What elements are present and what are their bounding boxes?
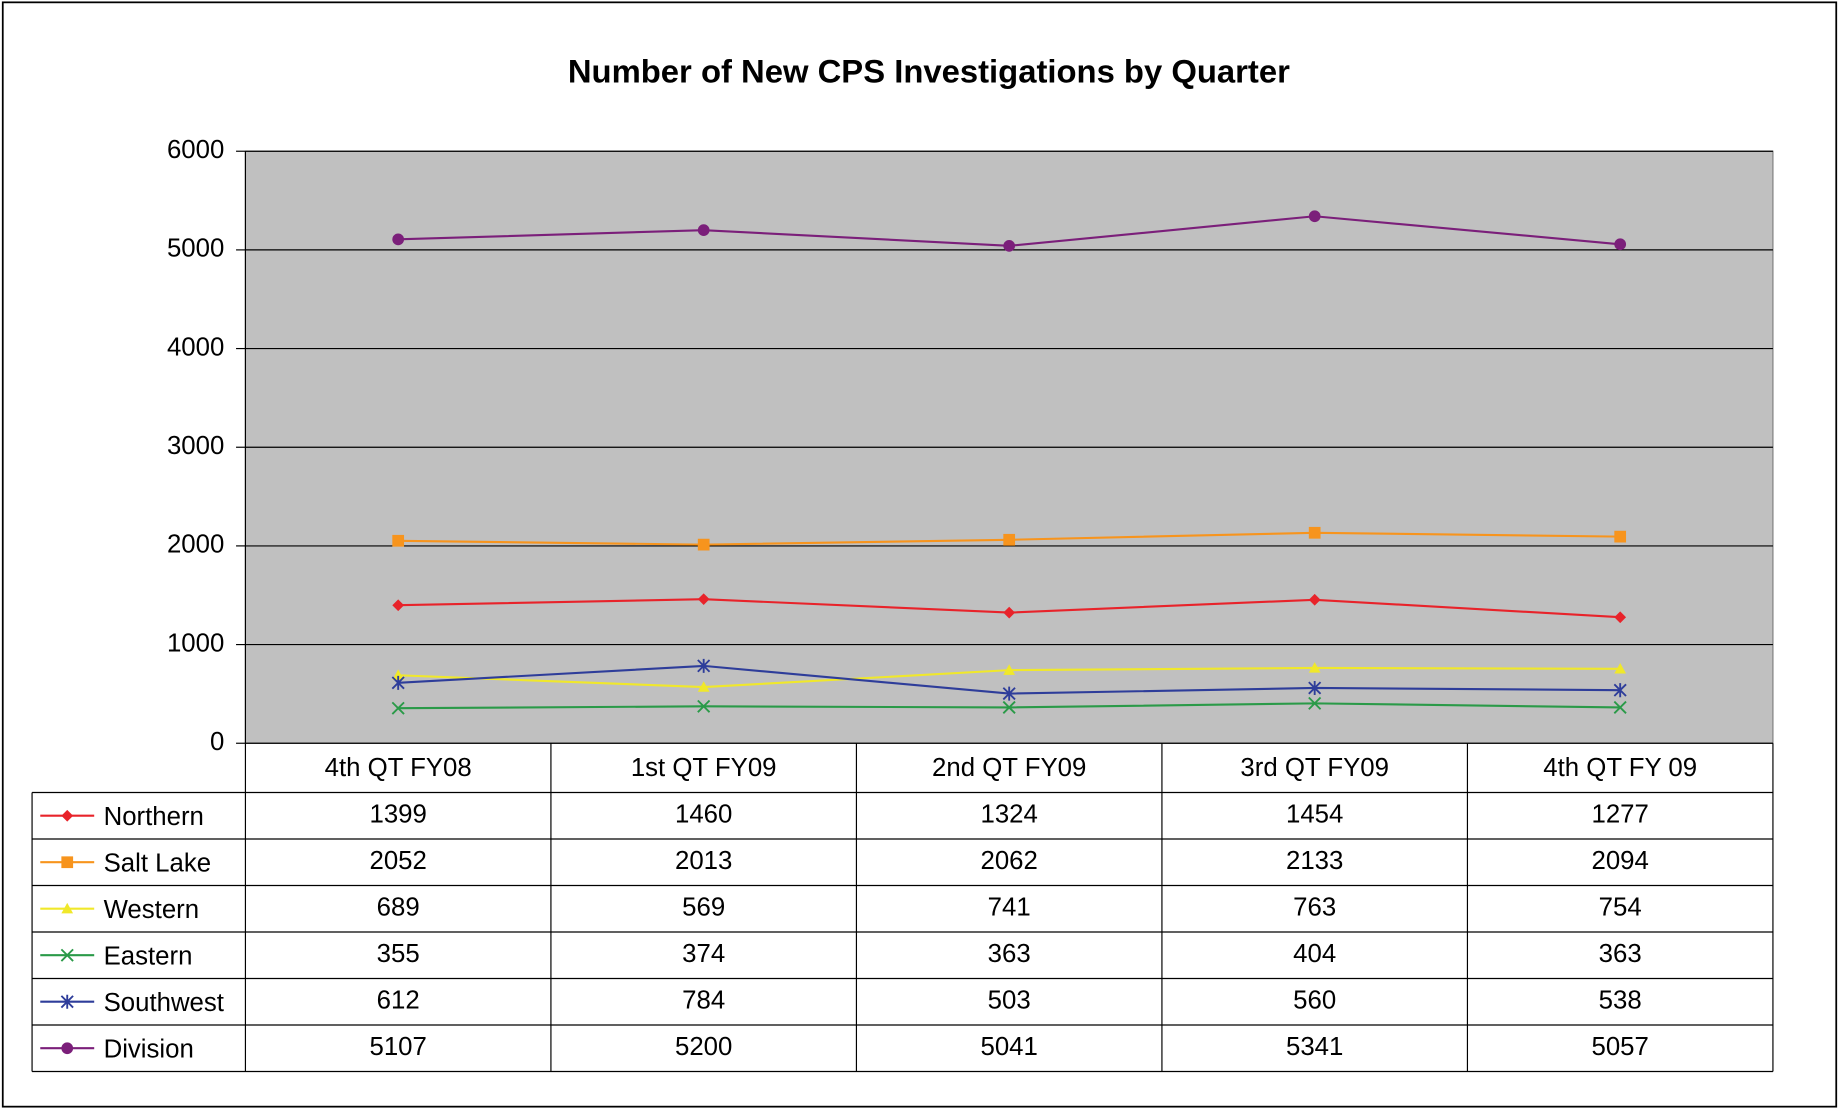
marker [1308,526,1321,539]
legend-marker [61,902,74,914]
table-cell: 5041 [981,1033,1038,1061]
table-cell: 2013 [675,847,732,875]
marker [1308,593,1321,606]
table-cell: 560 [1293,987,1336,1015]
legend-label: Southwest [104,989,224,1017]
table-cell: 355 [377,940,420,968]
table-cell: 754 [1599,894,1642,922]
marker [1003,239,1016,252]
y-tick-label: 5000 [167,235,224,263]
table-cell: 689 [377,894,420,922]
marker [1308,210,1321,223]
chart-title: Number of New CPS Investigations by Quar… [568,53,1290,90]
marker [1308,662,1321,673]
table-cell: 5107 [369,1033,426,1061]
legend-marker [60,994,74,1009]
x-tick-label: 1st QT FY09 [631,754,777,782]
y-tick-label: 0 [210,728,224,756]
table-cell: 2062 [981,847,1038,875]
marker [1308,696,1322,710]
legend-marker [61,1042,74,1055]
legend-marker [61,809,74,822]
legend-label: Western [104,896,200,924]
marker [1002,700,1016,714]
x-tick-label: 4th QT FY 09 [1543,754,1697,782]
table-cell: 363 [988,940,1031,968]
legend-label: Salt Lake [104,849,212,877]
x-tick-label: 2nd QT FY09 [932,754,1086,782]
table-cell: 1399 [369,801,426,829]
marker [697,681,710,692]
legend-label: Northern [104,803,204,831]
y-tick-label: 2000 [167,531,224,559]
marker [392,233,405,246]
table-cell: 404 [1293,940,1336,968]
y-tick-label: 1000 [167,629,224,657]
marker [1613,683,1627,698]
marker [1614,238,1627,251]
x-tick-label: 4th QT FY08 [325,754,472,782]
marker [697,699,711,713]
marker [1614,530,1627,543]
table-cell: 784 [682,987,725,1015]
table-cell: 2052 [369,847,426,875]
marker [391,675,405,690]
marker [697,224,710,237]
y-tick-label: 6000 [167,136,224,164]
marker [391,701,405,715]
table-cell: 538 [1599,987,1642,1015]
table-cell: 2094 [1592,847,1649,875]
marker [1003,664,1016,675]
table-cell: 2133 [1286,847,1343,875]
table-cell: 763 [1293,894,1336,922]
table-cell: 5200 [675,1033,732,1061]
table-cell: 374 [682,940,725,968]
marker [697,538,710,551]
marker [1614,662,1627,674]
table-cell: 741 [988,894,1031,922]
table-cell: 1324 [981,801,1038,829]
legend-label: Eastern [104,942,193,970]
table-cell: 5341 [1286,1033,1343,1061]
marker [1002,686,1016,701]
legend-label: Division [104,1035,194,1063]
table-cell: 612 [377,987,420,1015]
table-cell: 503 [988,987,1031,1015]
marker [1613,700,1627,714]
table-cell: 1460 [675,801,732,829]
marker [1003,533,1016,546]
marker [1614,611,1627,624]
table-cell: 5057 [1592,1033,1649,1061]
marker [392,599,405,612]
y-tick-label: 3000 [167,432,224,460]
marker [392,534,405,547]
marker [392,669,405,680]
marker [1308,680,1322,696]
table-cell: 1277 [1592,801,1649,829]
legend-marker [60,948,74,962]
table-cell: 1454 [1286,801,1343,829]
marker [697,658,711,673]
legend-marker [61,856,74,869]
y-tick-label: 4000 [167,333,224,361]
table-cell: 363 [1599,940,1642,968]
x-tick-label: 3rd QT FY09 [1240,754,1389,782]
table-cell: 569 [682,894,725,922]
